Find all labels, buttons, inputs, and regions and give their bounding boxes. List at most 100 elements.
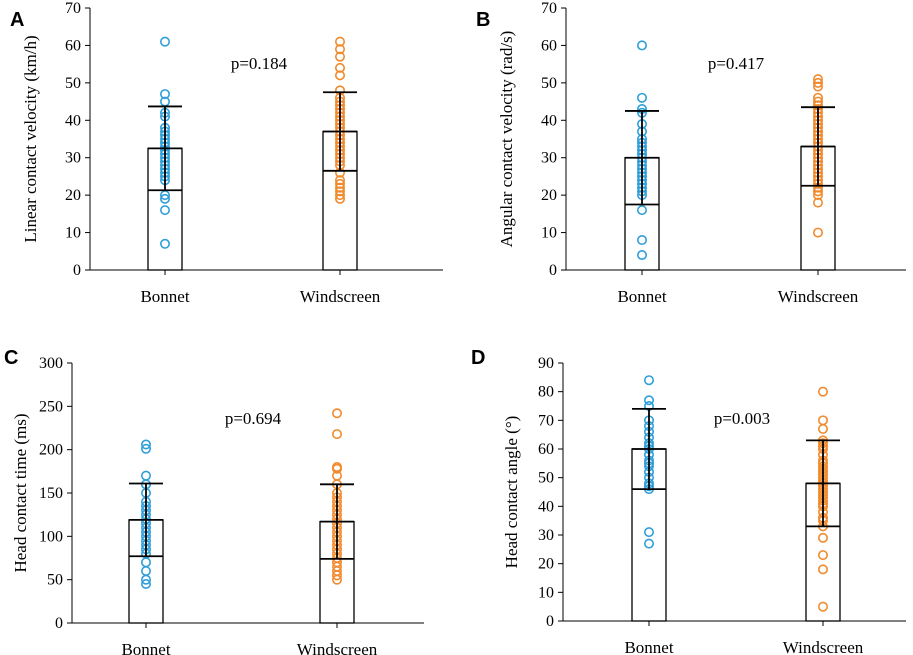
y-tick-label-d: 20: [538, 556, 554, 573]
y-axis-title-b: Angular contact velocity (rad/s): [497, 31, 516, 248]
data-point-bonnet-d: [643, 538, 654, 549]
data-point-windscreen-b: [812, 92, 823, 103]
y-tick-label-d: 90: [538, 355, 554, 372]
y-tick-label-b: 40: [541, 112, 557, 129]
y-tick-label-a: 20: [65, 187, 81, 204]
data-point-bonnet-a: [160, 89, 171, 100]
y-tick-label-c: 250: [39, 398, 63, 415]
category-label-windscreen-a: Windscreen: [300, 287, 381, 306]
y-tick-label-b: 60: [541, 37, 557, 54]
y-tick-label-a: 10: [65, 225, 81, 242]
data-point-windscreen-a: [334, 70, 345, 81]
y-tick-label-c: 150: [39, 485, 63, 502]
y-axis-title-d: Head contact angle (°): [502, 416, 521, 569]
data-point-windscreen-a: [334, 36, 345, 47]
y-tick-label-b: 70: [541, 0, 557, 17]
y-tick-label-d: 0: [546, 613, 554, 630]
data-point-windscreen-b: [812, 81, 823, 92]
data-point-windscreen-a: [334, 190, 345, 201]
data-point-bonnet-c: [141, 470, 152, 481]
y-tick-label-b: 20: [541, 187, 557, 204]
data-point-windscreen-a: [334, 51, 345, 62]
category-label-windscreen-b: Windscreen: [778, 287, 859, 306]
category-label-bonnet-b: Bonnet: [617, 287, 666, 306]
data-point-bonnet-c: [141, 439, 152, 450]
data-point-bonnet-a: [160, 205, 171, 216]
data-point-windscreen-d: [817, 550, 828, 561]
category-label-windscreen-d: Windscreen: [783, 638, 864, 655]
data-point-bonnet-b: [636, 235, 647, 246]
data-point-bonnet-b: [636, 92, 647, 103]
y-tick-label-a: 70: [65, 0, 81, 17]
data-point-windscreen-c: [331, 463, 342, 474]
y-tick-label-d: 30: [538, 527, 554, 544]
panel-label-b: B: [476, 9, 490, 31]
y-tick-label-a: 50: [65, 75, 81, 92]
y-tick-label-d: 70: [538, 412, 554, 429]
category-label-bonnet-c: Bonnet: [121, 640, 170, 655]
y-tick-label-d: 60: [538, 441, 554, 458]
data-point-windscreen-a: [334, 193, 345, 204]
data-point-bonnet-a: [160, 238, 171, 249]
y-axis-title-c: Head contact time (ms): [11, 413, 30, 572]
y-tick-label-c: 200: [39, 442, 63, 459]
data-point-windscreen-c: [331, 408, 342, 419]
p-value-a: p=0.184: [231, 54, 288, 73]
y-axis-title-a: Linear contact velocity (km/h): [21, 35, 40, 242]
data-point-windscreen-d: [817, 601, 828, 612]
data-point-windscreen-b: [812, 77, 823, 88]
y-tick-label-a: 40: [65, 112, 81, 129]
data-point-bonnet-a: [160, 193, 171, 204]
data-point-windscreen-c: [331, 574, 342, 585]
data-point-bonnet-b: [636, 205, 647, 216]
y-tick-label-b: 0: [549, 262, 557, 279]
data-point-windscreen-d: [817, 386, 828, 397]
y-tick-label-c: 300: [39, 355, 63, 372]
p-value-b: p=0.417: [708, 54, 765, 73]
y-tick-label-a: 60: [65, 37, 81, 54]
category-label-bonnet-d: Bonnet: [624, 638, 673, 655]
y-tick-label-d: 40: [538, 498, 554, 515]
data-point-bonnet-b: [636, 250, 647, 261]
category-label-windscreen-c: Windscreen: [297, 640, 378, 655]
y-tick-label-c: 0: [55, 615, 63, 632]
panel-label-c: C: [4, 347, 18, 369]
data-point-windscreen-d: [817, 423, 828, 434]
data-point-windscreen-c: [331, 570, 342, 581]
data-point-windscreen-d: [817, 564, 828, 575]
data-point-bonnet-a: [160, 36, 171, 47]
data-point-windscreen-c: [331, 429, 342, 440]
y-tick-label-b: 10: [541, 225, 557, 242]
panel-label-d: D: [471, 347, 485, 369]
data-point-windscreen-d: [817, 532, 828, 543]
y-tick-label-d: 50: [538, 470, 554, 487]
panel-label-a: A: [10, 9, 24, 31]
data-point-windscreen-a: [334, 186, 345, 197]
data-point-bonnet-c: [141, 574, 152, 585]
category-label-bonnet-a: Bonnet: [140, 287, 189, 306]
y-tick-label-c: 50: [47, 572, 63, 589]
data-point-windscreen-b: [812, 74, 823, 85]
data-point-windscreen-b: [812, 227, 823, 238]
data-point-windscreen-b: [812, 190, 823, 201]
y-tick-label-b: 50: [541, 75, 557, 92]
y-tick-label-a: 0: [73, 262, 81, 279]
y-tick-label-b: 30: [541, 150, 557, 167]
data-point-windscreen-a: [334, 175, 345, 186]
data-point-bonnet-b: [636, 40, 647, 51]
data-point-windscreen-b: [812, 197, 823, 208]
y-tick-label-d: 80: [538, 384, 554, 401]
y-tick-label-d: 10: [538, 584, 554, 601]
data-point-bonnet-c: [141, 443, 152, 454]
data-point-windscreen-a: [334, 44, 345, 55]
y-tick-label-a: 30: [65, 150, 81, 167]
p-value-d: p=0.003: [714, 409, 770, 428]
data-point-windscreen-b: [812, 186, 823, 197]
y-tick-label-c: 100: [39, 528, 63, 545]
data-point-bonnet-d: [643, 527, 654, 538]
data-point-windscreen-a: [334, 182, 345, 193]
data-point-bonnet-c: [141, 578, 152, 589]
data-point-windscreen-a: [334, 62, 345, 73]
data-point-windscreen-d: [817, 415, 828, 426]
